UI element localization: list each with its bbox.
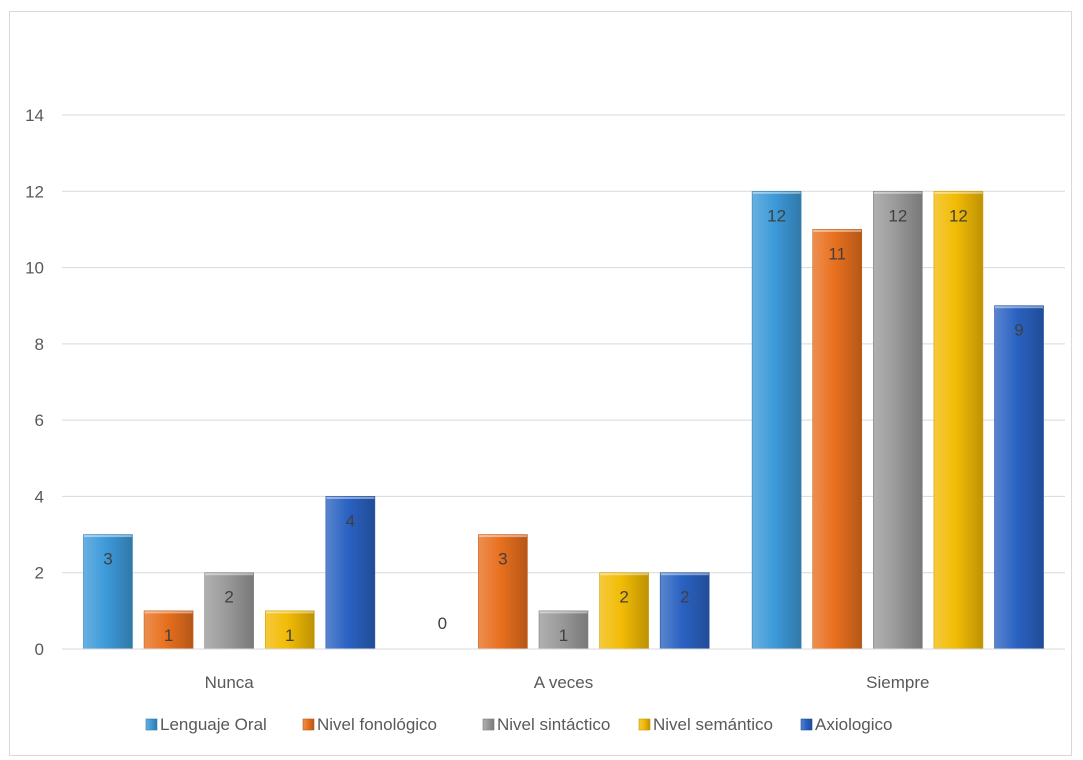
- bar-highlight: [660, 573, 709, 576]
- data-label: 12: [949, 206, 968, 225]
- data-label: 2: [680, 588, 689, 607]
- y-tick-label: 8: [35, 335, 44, 354]
- bar: [325, 496, 376, 650]
- data-label: 2: [619, 588, 628, 607]
- data-label: 9: [1014, 321, 1023, 340]
- legend-item: Nivel fonológico: [302, 715, 437, 734]
- y-tick-label: 0: [35, 640, 44, 659]
- category-label: Nunca: [205, 673, 255, 692]
- bar-highlight: [813, 229, 862, 232]
- y-tick-label: 12: [25, 182, 44, 201]
- bar-highlight: [83, 535, 132, 538]
- legend-label: Nivel fonológico: [317, 715, 437, 734]
- x-axis: Nunca A veces Siempre: [62, 648, 1065, 692]
- bar-highlight: [478, 535, 527, 538]
- data-label: 1: [559, 626, 568, 645]
- bar-highlight: [539, 611, 588, 614]
- bar-highlight: [995, 306, 1044, 309]
- bar: [812, 229, 863, 650]
- y-tick-label: 2: [35, 564, 44, 583]
- legend-label: Nivel semántico: [653, 715, 773, 734]
- bar: [478, 534, 528, 650]
- legend-swatch: [145, 718, 158, 731]
- legend-label: Axiologico: [815, 715, 893, 734]
- bar: [933, 190, 984, 650]
- data-label: 12: [767, 206, 786, 225]
- bar: [994, 305, 1044, 650]
- bar-highlight: [600, 573, 649, 576]
- bar-highlight: [205, 573, 254, 576]
- legend-item: Lenguaje Oral: [145, 715, 267, 734]
- y-tick-label: 14: [25, 106, 44, 125]
- y-axis: 0 2 4 6 8 10 12 14: [25, 106, 44, 659]
- bar: [659, 572, 710, 650]
- data-label: 1: [164, 626, 173, 645]
- legend: Lenguaje Oral Nivel fonológico Nivel sintá…: [145, 715, 893, 734]
- data-label: 0: [438, 614, 447, 633]
- bar-highlight: [265, 611, 314, 614]
- bars: [83, 190, 1044, 650]
- bar: [204, 572, 254, 650]
- data-label: 11: [828, 244, 846, 263]
- bar: [599, 572, 649, 650]
- bar: [873, 190, 923, 650]
- data-label: 12: [888, 206, 907, 225]
- data-label: 2: [224, 588, 233, 607]
- legend-item: Nivel semántico: [638, 715, 773, 734]
- data-label: 3: [498, 550, 507, 569]
- y-tick-label: 6: [35, 411, 44, 430]
- legend-swatch: [800, 718, 813, 731]
- legend-item: Nivel sintáctico: [482, 715, 610, 734]
- category-label: Siempre: [866, 673, 929, 692]
- bar: [83, 534, 133, 650]
- bar-highlight: [873, 191, 922, 194]
- legend-label: Nivel sintáctico: [497, 715, 610, 734]
- category-label: A veces: [534, 673, 594, 692]
- bar-highlight: [144, 611, 193, 614]
- bar-highlight: [752, 191, 801, 194]
- bar-highlight: [934, 191, 983, 194]
- legend-swatch: [638, 718, 651, 731]
- bar-highlight: [326, 496, 375, 499]
- legend-swatch: [302, 718, 315, 731]
- legend-label: Lenguaje Oral: [160, 715, 267, 734]
- bar: [538, 610, 589, 650]
- data-label: 4: [346, 511, 355, 530]
- bar: [143, 610, 194, 650]
- data-label: 3: [103, 550, 112, 569]
- y-tick-label: 10: [25, 259, 44, 278]
- y-tick-label: 4: [35, 487, 44, 506]
- bar: [751, 190, 802, 650]
- legend-swatch: [482, 718, 495, 731]
- legend-item: Axiologico: [800, 715, 893, 734]
- data-label: 1: [285, 626, 294, 645]
